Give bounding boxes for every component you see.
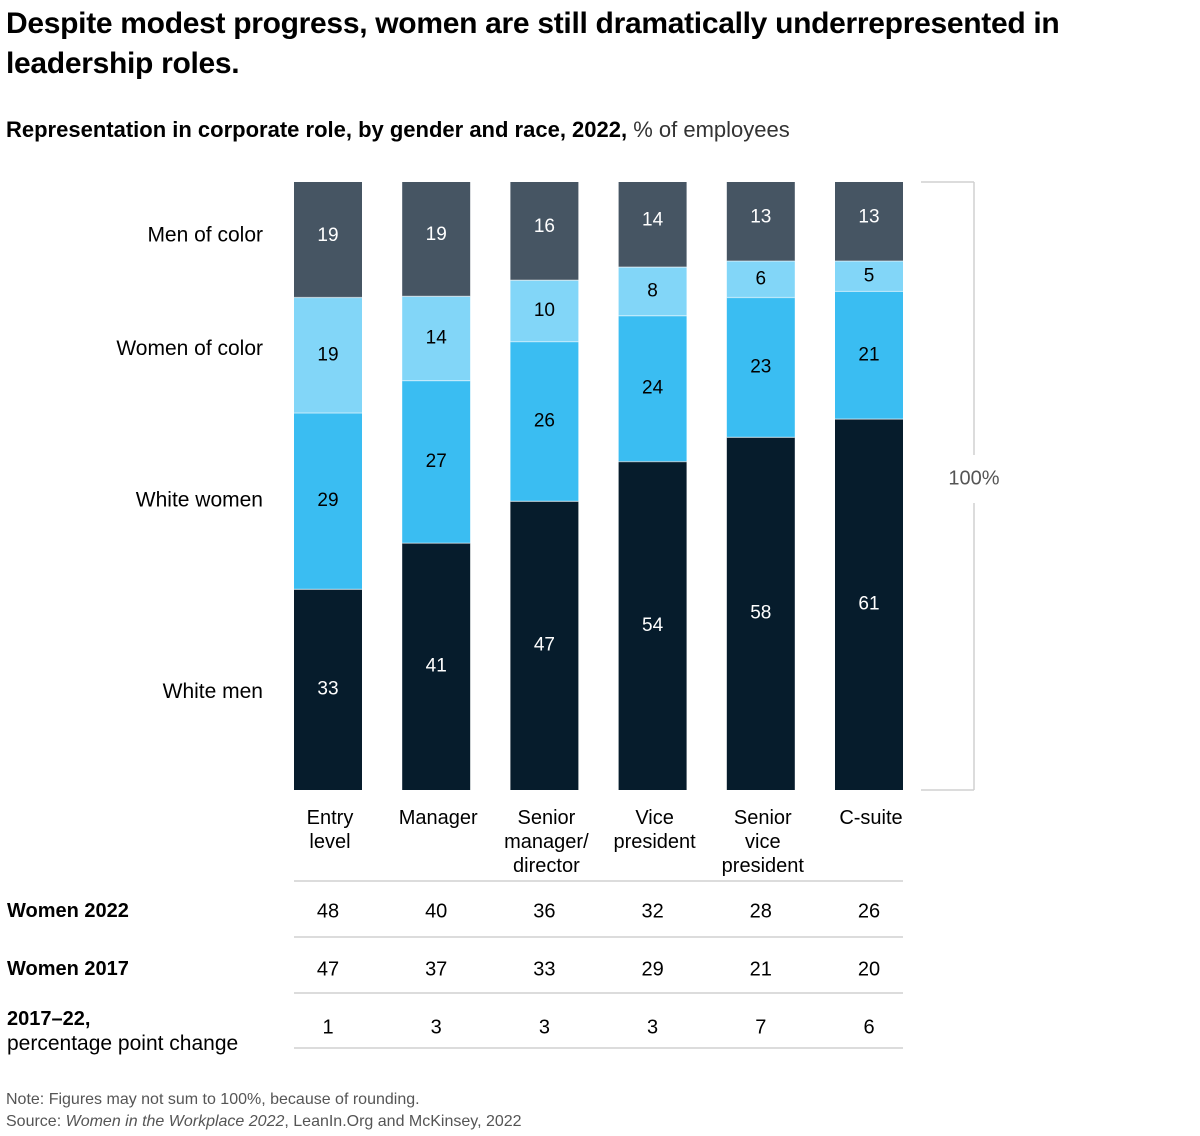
bar-segment-women-of-color [510,280,579,342]
category-label: vice [745,831,781,853]
bar-segment-men-of-color [294,182,362,298]
bar-segment-white-women [726,297,795,438]
segment-value-label: 13 [750,207,771,228]
bar-segment-men-of-color [618,182,687,268]
source-prefix: Source: [6,1113,66,1130]
table-cell: 6 [863,1016,874,1038]
table-cell: 29 [641,958,663,980]
subtitle-bold: Representation in corporate role, by gen… [6,117,628,142]
segment-value-label: 21 [858,344,879,365]
chart-title: Despite modest progress, women are still… [6,7,1060,80]
category-label: Vice [635,807,674,829]
table-cell: 3 [539,1016,550,1038]
segment-value-label: 14 [642,210,664,231]
category-label: Manager [399,807,478,829]
bar-segment-white-women [510,341,579,502]
chart-subtitle: Representation in corporate role, by gen… [6,115,790,145]
segment-value-label: 16 [534,216,555,237]
category-label: Entry [307,807,354,829]
table-row-sublabel: percentage point change [7,1032,238,1055]
category-label: Senior [517,807,575,829]
bar-segment-white-women [294,413,362,590]
bar-segment-women-of-color [726,261,795,298]
category-label: president [722,855,805,877]
bar-segment-white-women [402,380,471,544]
table-cell: 48 [317,900,339,922]
table-cell: 26 [858,900,880,922]
table-cell: 47 [317,958,339,980]
table-cell: 1 [322,1016,333,1038]
category-label: Senior [734,807,792,829]
segment-value-label: 19 [317,225,338,246]
category-label: manager/ [504,831,589,853]
table-cell: 28 [750,900,772,922]
table-cell: 21 [750,958,772,980]
segment-value-label: 19 [317,344,338,365]
segment-value-label: 29 [317,490,338,511]
segment-value-label: 24 [642,378,664,399]
subtitle-units: % of employees [627,117,790,142]
segment-value-label: 5 [864,265,875,286]
bar-segment-white-men [402,543,471,790]
category-label: C-suite [839,807,902,829]
segment-value-label: 23 [750,356,771,377]
bar-segment-women-of-color [294,297,362,414]
segment-value-label: 27 [426,451,447,472]
note-text: Note: Figures may not sum to 100%, becau… [6,1091,420,1108]
bar-segment-white-men [618,461,687,790]
segment-value-label: 10 [534,300,555,321]
bar-segment-white-men [294,589,362,790]
bar-segment-men-of-color [402,182,471,297]
segment-value-label: 33 [317,679,338,700]
source-text: Source: Women in the Workplace 2022, Lea… [6,1111,522,1133]
bar-segment-women-of-color [402,296,471,381]
bar-segment-men-of-color [835,182,903,262]
bar-segment-women-of-color [835,261,903,292]
table-cell: 33 [533,958,555,980]
segment-value-label: 58 [750,603,771,624]
segment-value-label: 8 [647,280,658,301]
table-row-label: 2017–22, [7,1008,90,1030]
segment-value-label: 19 [426,224,447,245]
segment-value-label: 47 [534,635,555,656]
table-cell: 37 [425,958,447,980]
table-cell: 3 [431,1016,442,1038]
legend-white-women: White women [136,489,263,512]
segment-value-label: 6 [756,268,767,289]
segment-value-label: 54 [642,615,664,636]
segment-value-label: 13 [858,207,879,228]
segment-value-label: 26 [534,411,555,432]
table-cell: 3 [647,1016,658,1038]
segment-value-label: 61 [858,594,879,615]
table-cell: 32 [641,900,663,922]
footnote: Note: Figures may not sum to 100%, becau… [6,1089,522,1133]
legend-men-of-color: Men of color [147,223,263,246]
source-title: Women in the Workplace 2022 [65,1113,285,1130]
source-suffix: , LeanIn.Org and McKinsey, 2022 [284,1113,522,1130]
bar-segment-white-men [510,501,579,790]
legend-white-men: White men [163,680,263,703]
category-label: level [309,831,350,853]
bar-segment-white-men [835,419,903,790]
table-row-label: Women 2022 [7,900,129,922]
bar-segment-white-women [835,291,903,420]
table-cell: 20 [858,958,880,980]
bar-segment-white-men [726,437,795,790]
legend-women-of-color: Women of color [116,337,263,360]
table-cell: 7 [755,1016,766,1038]
category-label: director [513,855,580,877]
table-row-label: Women 2017 [7,958,129,980]
bar-segment-women-of-color [618,267,687,316]
table-cell: 40 [425,900,447,922]
bar-segment-men-of-color [726,182,795,262]
table-cell: 36 [533,900,555,922]
bracket-label: 100% [948,467,999,489]
bar-segment-white-women [618,315,687,462]
segment-value-label: 41 [426,656,447,677]
category-label: president [613,831,696,853]
bar-segment-men-of-color [510,182,579,281]
segment-value-label: 14 [426,328,448,349]
